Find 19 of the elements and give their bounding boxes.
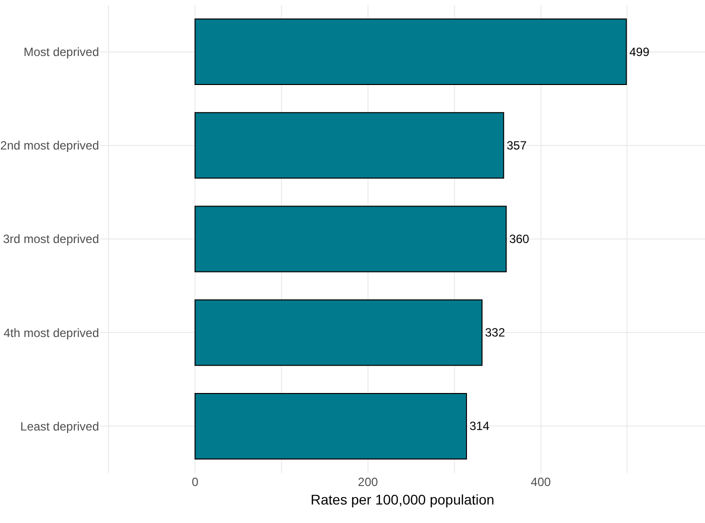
data-label: 360 [509,232,530,246]
bar [194,18,627,86]
data-label: 314 [469,419,490,434]
y-tick-label: 4th most deprived [4,326,99,340]
y-tick-label: 2nd most deprived [0,138,99,153]
x-tick-label: 400 [530,475,552,489]
bar [194,392,467,460]
y-tick-label: Least deprived [20,419,99,434]
x-axis-title: Rates per 100,000 population [310,491,494,508]
bar [194,299,483,366]
data-label: 499 [629,44,650,59]
bar [194,206,507,272]
y-tick-label: 3rd most deprived [2,232,99,246]
data-label: 357 [506,138,527,152]
y-tick-label: Most deprived [24,45,99,59]
x-tick-label: 200 [358,475,378,489]
data-label: 332 [485,326,506,340]
bar [194,112,504,179]
x-tick-label: 0 [192,475,199,489]
